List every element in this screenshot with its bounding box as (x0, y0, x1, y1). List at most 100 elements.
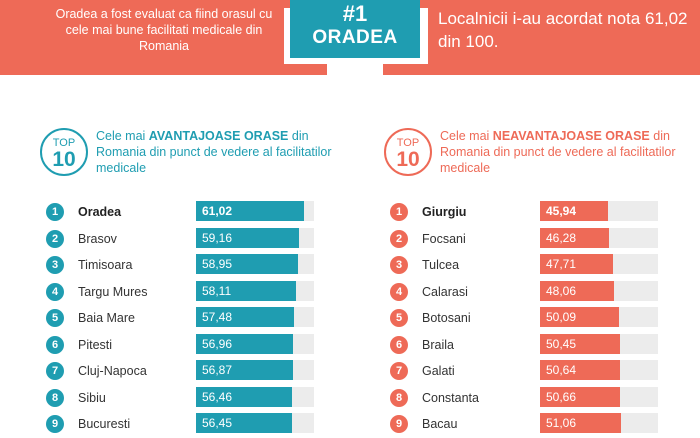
top-label: TOP (396, 137, 420, 149)
ranking-row: 1 Oradea 61,02 (40, 200, 360, 227)
bar-fill: 48,06 (540, 280, 614, 301)
ranking-list: 1 Oradea 61,02 2 Brasov 59,16 3 Timisoara 58,95 4… (40, 200, 360, 438)
city-name: Calarasi (422, 284, 468, 299)
top-number: 10 (52, 148, 76, 171)
bar-track: 50,66 (540, 386, 658, 407)
rank-number: 8 (390, 388, 408, 407)
ranking-row: 4 Targu Mures 58,11 (40, 280, 360, 307)
rank-number: 3 (390, 256, 408, 274)
ranking-row: 2 Focsani 46,28 (384, 227, 700, 254)
rank-number: 8 (46, 388, 64, 407)
rank-number: 5 (46, 309, 64, 327)
bar-track: 46,28 (540, 227, 658, 248)
heading-bold: AVANTAJOASE ORASE (148, 129, 289, 143)
rank-number: 2 (390, 229, 408, 248)
top10-badge: TOP 10 (40, 128, 88, 176)
city-name: Tulcea (422, 258, 460, 272)
bar-fill: 50,09 (540, 307, 619, 327)
city-name: Pitesti (78, 337, 113, 352)
ranking-row: 5 Botosani 50,09 (384, 306, 700, 333)
banner-left-text: Oradea a fost evaluat ca fiind orasul cu… (55, 7, 273, 53)
top-label: TOP (52, 137, 76, 149)
bar-fill: 45,94 (540, 201, 608, 221)
bar-value-label: 48,06 (546, 283, 577, 298)
city-name: Giurgiu (422, 205, 467, 219)
ranking-row: 7 Cluj-Napoca 56,87 (40, 359, 360, 386)
bar-value-label: 58,95 (202, 257, 233, 271)
ranking-row: 8 Constanta 50,66 (384, 386, 700, 413)
bar-track: 50,64 (540, 360, 658, 380)
bar-fill: 51,06 (540, 413, 621, 433)
rank-number: 9 (46, 415, 64, 433)
bar-value-label: 61,02 (202, 204, 233, 218)
rank-number: 4 (46, 282, 64, 301)
city-name: Galati (422, 364, 455, 378)
city-name: Bucuresti (78, 417, 131, 431)
rank-number: 6 (46, 335, 64, 354)
bar-value-label: 46,28 (546, 230, 577, 245)
bar-value-label: 50,64 (546, 363, 577, 377)
rank-number: 7 (390, 362, 408, 380)
bar-track: 56,46 (196, 386, 314, 407)
city-name: Bacau (422, 417, 458, 431)
bar-track: 58,95 (196, 254, 314, 274)
bar-value-label: 56,45 (202, 416, 233, 430)
bar-value-label: 50,09 (546, 310, 577, 324)
bar-fill: 50,64 (540, 360, 620, 380)
banner-right-text: Localnicii i-au acordat nota 61,02 din 1… (438, 9, 688, 51)
rank-number: 9 (390, 415, 408, 433)
ranking-row: 9 Bacau 51,06 (384, 412, 700, 438)
bar-value-label: 56,87 (202, 363, 233, 377)
bar-fill: 58,11 (196, 280, 296, 301)
city-name: Timisoara (78, 258, 133, 272)
bar-value-label: 50,66 (546, 389, 577, 404)
heading-pre: Cele mai (96, 129, 149, 143)
bar-track: 57,48 (196, 307, 314, 327)
city-name: Cluj-Napoca (78, 364, 147, 378)
bar-fill: 58,95 (196, 254, 298, 274)
rank-number: 2 (46, 229, 64, 248)
bar-fill: 59,16 (196, 227, 299, 248)
city-name: Focsani (422, 231, 466, 246)
bar-track: 50,09 (540, 307, 658, 327)
bar-fill: 50,66 (540, 386, 620, 407)
top-number: 10 (396, 148, 420, 171)
city-name: Brasov (78, 231, 117, 246)
bar-fill: 56,45 (196, 413, 292, 433)
bar-track: 56,45 (196, 413, 314, 433)
rank-badge: #1 ORADEA (290, 0, 420, 58)
bar-value-label: 45,94 (546, 204, 577, 218)
left-panel-best-cities: TOP 10 Cele mai AVANTAJOASE ORASE din Ro… (40, 128, 360, 438)
heading-post: din Romania din punct de vedere al facil… (96, 129, 332, 175)
bar-track: 47,71 (540, 254, 658, 274)
city-name: Constanta (422, 390, 479, 405)
bar-track: 45,94 (540, 201, 658, 221)
rank-number: 4 (390, 282, 408, 301)
rank-number: 3 (46, 256, 64, 274)
city-name: Targu Mures (78, 284, 148, 299)
ranking-row: 3 Timisoara 58,95 (40, 253, 360, 280)
ranking-list: 1 Giurgiu 45,94 2 Focsani 46,28 3 Tulcea 47,71 4 C… (384, 200, 700, 438)
city-name: Sibiu (78, 390, 106, 405)
ranking-row: 1 Giurgiu 45,94 (384, 200, 700, 227)
ranking-row: 4 Calarasi 48,06 (384, 280, 700, 307)
bar-fill: 46,28 (540, 227, 609, 248)
bar-fill: 47,71 (540, 254, 613, 274)
bar-track: 58,11 (196, 280, 314, 301)
bar-track: 50,45 (540, 333, 658, 354)
ranking-row: 2 Brasov 59,16 (40, 227, 360, 254)
bar-value-label: 47,71 (546, 257, 577, 271)
bar-fill: 50,45 (540, 333, 620, 354)
ranking-row: 5 Baia Mare 57,48 (40, 306, 360, 333)
bar-fill: 56,46 (196, 386, 292, 407)
heading-pre: Cele mai (440, 129, 493, 143)
rank-number: 5 (390, 309, 408, 327)
panel-heading: Cele mai NEAVANTAJOASE ORASE din Romania… (440, 128, 700, 176)
city-name: Oradea (78, 205, 122, 219)
rank-number: 6 (390, 335, 408, 354)
right-panel-worst-cities: TOP 10 Cele mai NEAVANTAJOASE ORASE din … (384, 128, 700, 438)
heading-bold: NEAVANTAJOASE ORASE (492, 129, 650, 143)
bar-value-label: 51,06 (546, 416, 577, 430)
ranking-row: 3 Tulcea 47,71 (384, 253, 700, 280)
bar-track: 48,06 (540, 280, 658, 301)
